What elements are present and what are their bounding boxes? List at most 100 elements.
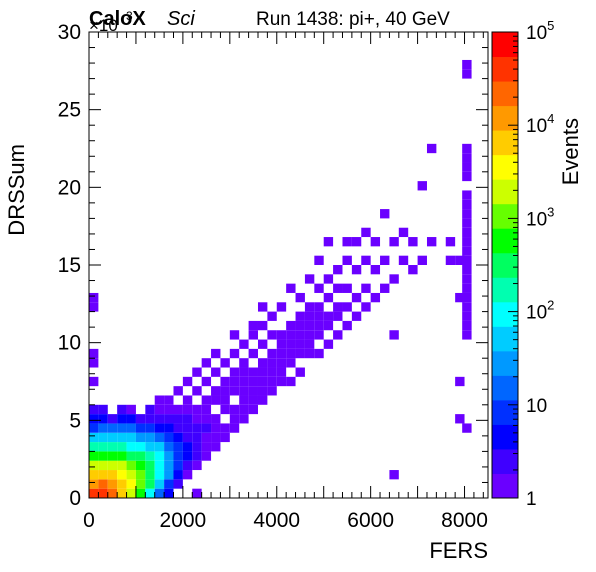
heatmap-bin [304,330,315,340]
heatmap-bin [239,386,249,396]
colorbar-tick-label: 102 [526,298,554,324]
heatmap-bin [164,432,174,443]
heatmap-bin [239,358,249,368]
heatmap-bin [98,432,108,443]
heatmap-bin [462,69,472,79]
heatmap-bin [445,255,456,265]
heatmap-bin [370,292,381,303]
heatmap-bin [314,283,324,293]
heatmap-bin [182,376,193,387]
heatmap-bin [173,432,183,443]
heatmap-bin [323,320,334,331]
heatmap-bin [342,255,352,265]
heatmap-bin [173,460,183,471]
heatmap-bin [201,432,212,443]
heatmap-bin [135,423,146,433]
heatmap-bin [182,470,193,480]
colorbar-tick-exponent: 2 [547,298,554,313]
colorbar-segment [492,81,518,107]
y-axis-label: DRSSum [4,144,29,236]
heatmap-bin [211,395,221,405]
heatmap-bin [98,451,108,461]
heatmap-bin [267,358,277,368]
heatmap-bin [248,386,258,396]
heatmap-bin [229,404,240,415]
colorbar-tick-label: 104 [526,111,554,137]
colorbar-tick-label: 1 [526,489,537,510]
heatmap-bin [380,255,390,265]
heatmap-bin [126,460,136,471]
colorbar-segment [492,252,518,278]
heatmap-bin [164,460,174,471]
heatmap-bin [248,348,258,359]
heatmap-bin [117,442,127,452]
heatmap-bin [89,488,99,498]
heatmap-bin [276,348,287,359]
y-tick-label: 0 [69,487,81,510]
heatmap-bin [333,302,343,312]
heatmap-bin [89,479,99,489]
heatmap-bin [342,237,352,247]
heatmap-bin [211,432,221,443]
heatmap-bin [239,414,249,424]
heatmap-bin [107,451,118,461]
colorbar-tick-label: 10 [526,396,547,417]
heatmap-bin [211,367,221,377]
heatmap-bin [314,330,324,340]
heatmap-bin [351,311,362,321]
heatmap-bin [462,143,472,154]
heatmap-bin [267,367,277,377]
heatmap-bin [295,320,305,331]
heatmap-bins [89,59,472,498]
heatmap-bin [257,395,268,405]
heatmap-bin [117,470,127,480]
heatmap-bin [351,292,362,303]
heatmap-bin [117,404,127,415]
heatmap-bin [192,460,202,471]
colorbar-tick-exponent: 3 [547,204,554,219]
heatmap-bin [192,414,202,424]
heatmap-bin [342,320,352,331]
chart-title-experiment: CaloX [89,8,146,30]
y-tick-label: 30 [58,21,81,44]
heatmap-bin [398,227,409,238]
heatmap-bin [276,330,287,340]
heatmap-bin [462,330,472,340]
colorbar-frame [491,31,519,499]
heatmap-bin [126,414,136,424]
heatmap-bin [462,227,472,238]
colorbar-segment [492,326,518,352]
heatmap-bin [239,339,249,349]
heatmap-bin [455,376,465,387]
heatmap-bin [89,414,99,424]
heatmap-bin [126,488,136,498]
heatmap-bin [342,283,352,293]
heatmap-bin [370,237,381,247]
heatmap-bin [145,460,155,471]
heatmap-bin [257,376,268,387]
colorbar-tick-base: 10 [526,303,547,324]
heatmap-bin [117,488,127,498]
heatmap-bin [164,395,174,405]
heatmap-bin [286,339,296,349]
heatmap-bin [314,348,324,359]
heatmap-bin [135,470,146,480]
heatmap-bin [304,320,315,331]
heatmap-bin [201,404,212,415]
heatmap-bin [462,255,472,265]
x-axis-label: FERS [429,538,488,563]
heatmap-bin [154,470,165,480]
heatmap-bin [220,404,230,415]
heatmap-bin [220,358,230,368]
heatmap-bin [333,283,343,293]
heatmap-bin [361,255,371,265]
heatmap-bin [389,274,399,284]
colorbar-label: Events [558,118,583,185]
heatmap-bin [462,153,472,163]
heatmap-bin [462,209,472,219]
colorbar-segment [492,424,518,450]
heatmap-bin [267,376,277,387]
colorbar-segment [492,350,518,376]
heatmap-bin [173,479,183,489]
